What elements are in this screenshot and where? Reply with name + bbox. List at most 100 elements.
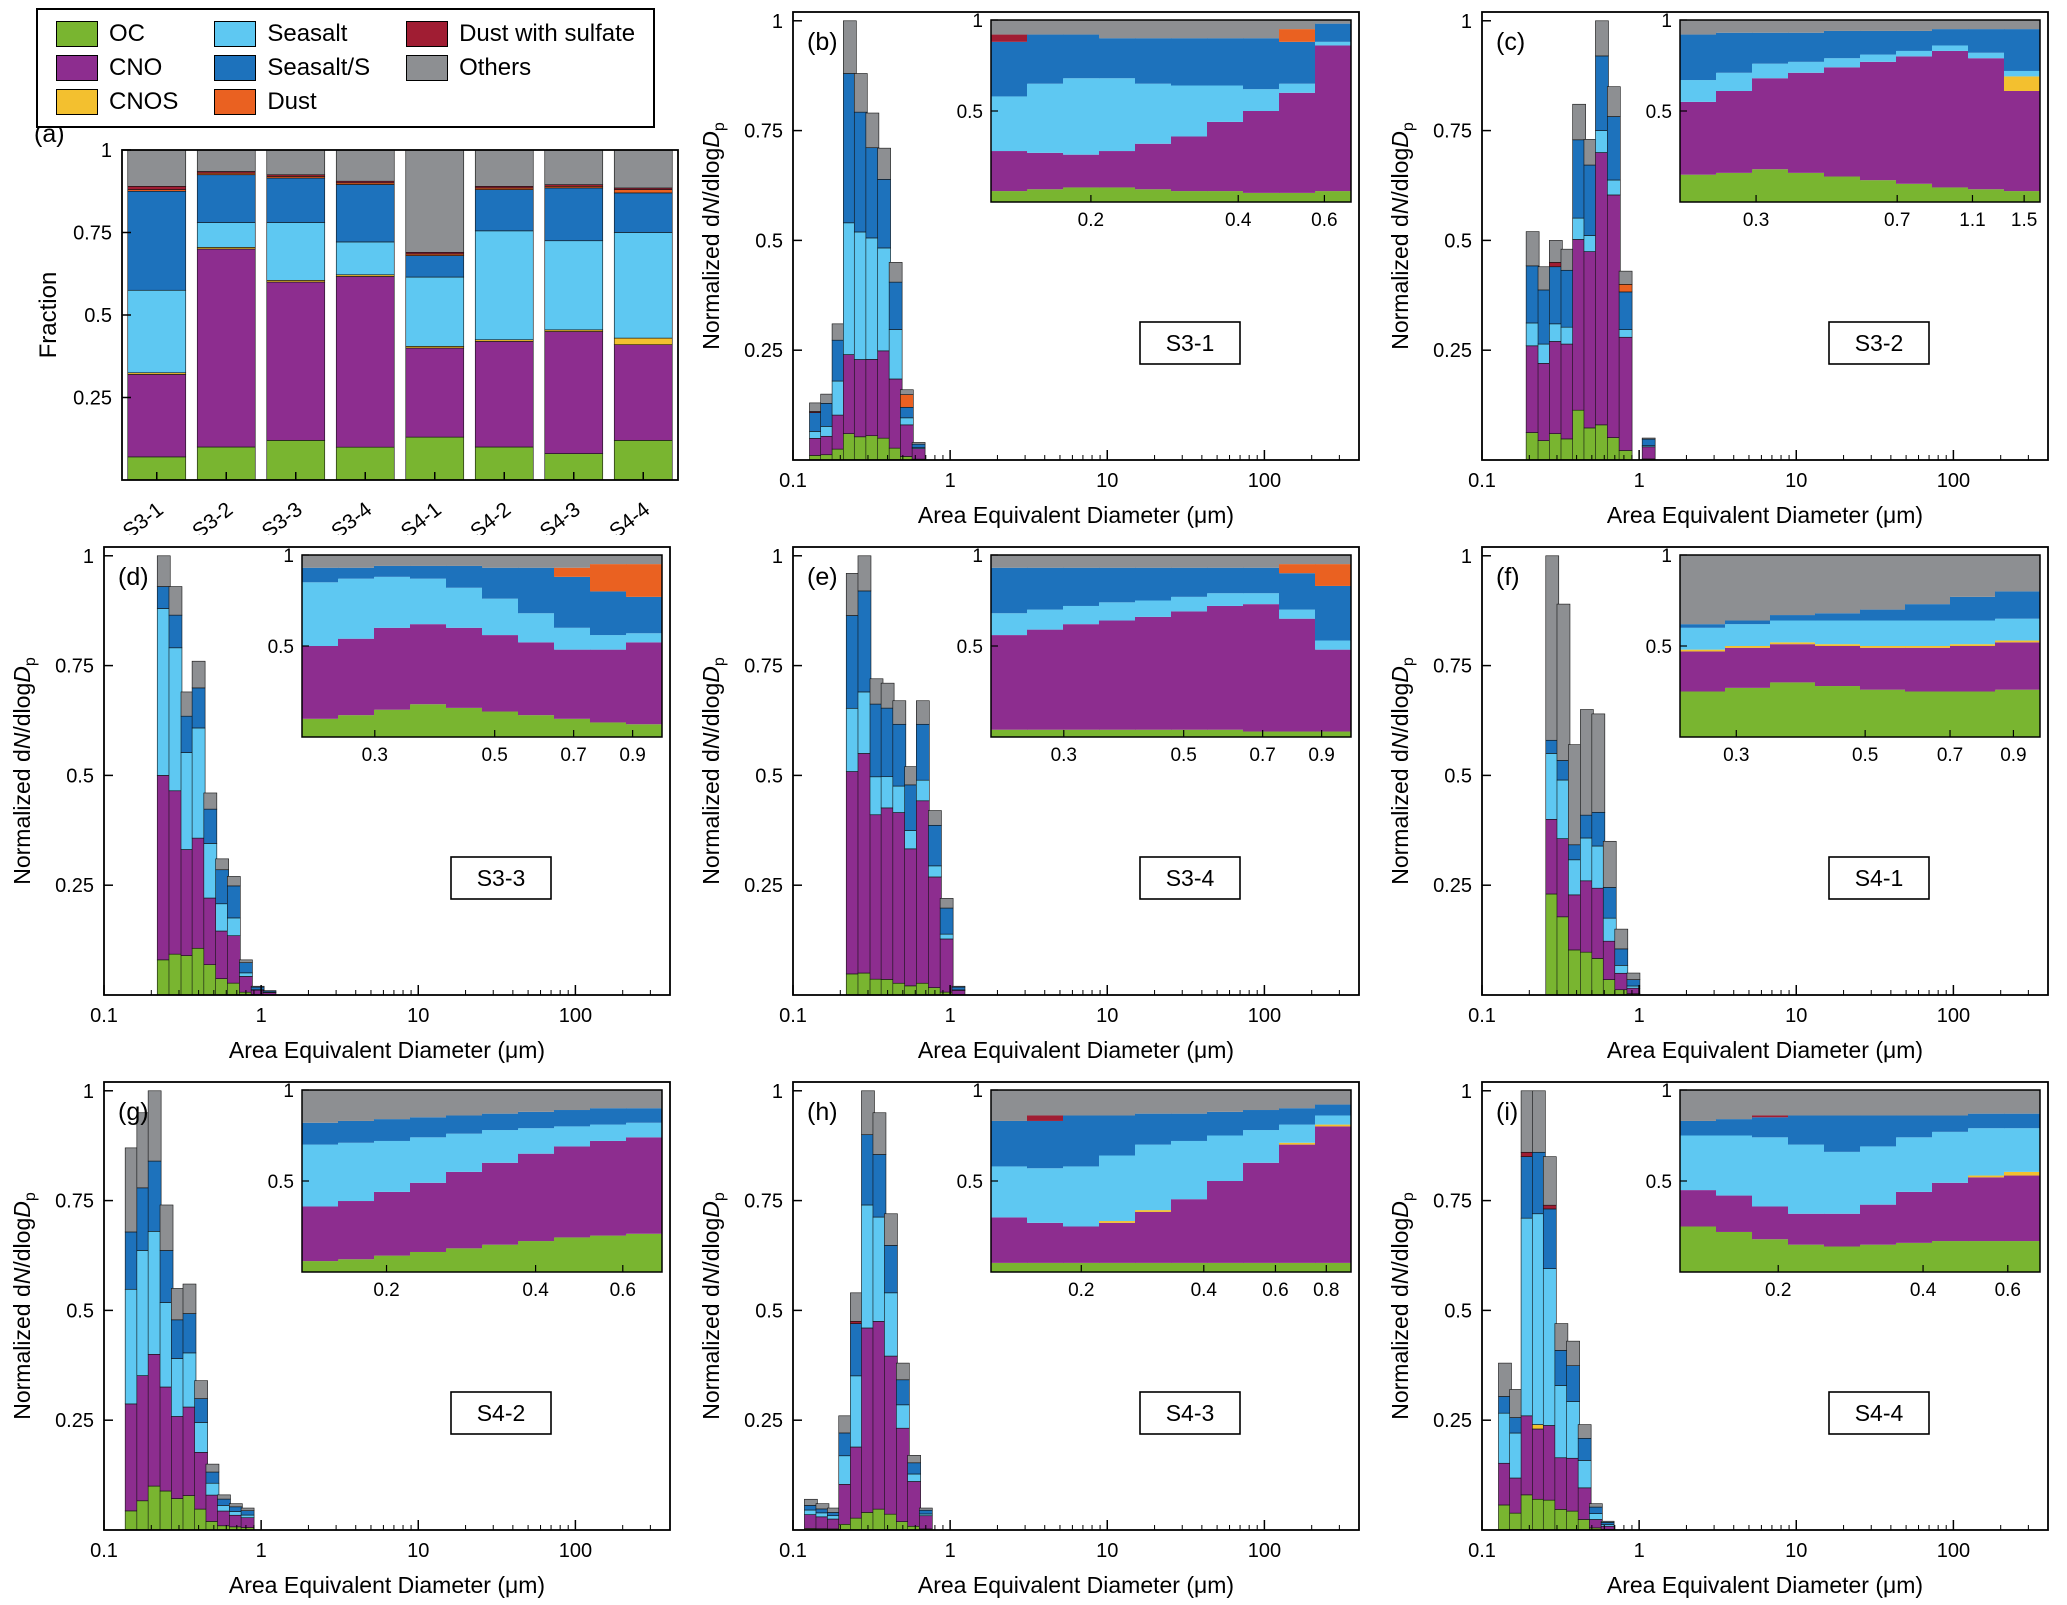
bar-segment [1614, 972, 1629, 991]
bar-segment [1549, 341, 1563, 434]
svg-text:0.5: 0.5 [957, 637, 983, 658]
inset-segment [1315, 1115, 1352, 1125]
inset-segment [991, 34, 1028, 42]
category-label: S4-2 [466, 498, 515, 535]
inset-segment [374, 565, 411, 577]
bar-segment [229, 1511, 243, 1516]
bar-segment [1566, 1457, 1580, 1512]
inset-segment [302, 1122, 339, 1145]
axes: 0.25 0.5 0.75 1 0.1 1 10 100 [1433, 546, 2049, 1027]
category-label: S3-2 [188, 498, 237, 535]
inset-segment [1135, 1144, 1172, 1211]
stacked-bars [1498, 1090, 1615, 1531]
svg-text:0.5: 0.5 [1170, 745, 1196, 766]
inset-segment [1716, 32, 1753, 73]
inset-segment [626, 633, 663, 643]
inset-segment [518, 555, 555, 568]
inset-segment [1896, 1115, 1933, 1138]
inset-segment [1243, 1130, 1280, 1163]
svg-text:100: 100 [559, 1540, 592, 1562]
inset-fraction-plot: 0.5 1 0.3 0.5 0.7 0.9 [1646, 546, 2041, 766]
inset-segment [1207, 1111, 1244, 1136]
svg-text:0.75: 0.75 [55, 656, 94, 678]
inset-segment [1135, 20, 1172, 39]
sample-label-box [1828, 856, 1930, 900]
inset-segment [991, 1166, 1028, 1218]
svg-text:0.1: 0.1 [90, 1540, 118, 1562]
inset-segment [1063, 1166, 1100, 1227]
svg-text:0.5: 0.5 [1646, 637, 1672, 658]
inset-segment [1815, 555, 1861, 614]
bar-segment [853, 436, 868, 461]
inset-segment [1063, 78, 1100, 155]
bar-segment [182, 1283, 197, 1314]
svg-text:0.7: 0.7 [560, 745, 586, 766]
inset-segment [338, 1120, 375, 1143]
inset-segment [446, 565, 483, 588]
svg-text:0.25: 0.25 [744, 340, 783, 362]
bar-segment [1580, 880, 1594, 953]
inset-segment [1860, 180, 1897, 202]
inset-segment [1279, 1262, 1316, 1272]
bar-segment [191, 687, 206, 729]
bar-segment [872, 1154, 887, 1218]
inset-segment [1680, 691, 1726, 737]
bar-segment [820, 403, 834, 427]
svg-text:1: 1 [283, 1081, 294, 1102]
bar-segment [853, 231, 868, 360]
bar-segment [613, 189, 673, 194]
svg-text:0.5: 0.5 [268, 637, 294, 658]
svg-text:1: 1 [1634, 1540, 1645, 1562]
svg-text:0.7: 0.7 [1249, 745, 1275, 766]
inset-segment [410, 555, 447, 566]
inset-segment [302, 646, 339, 719]
inset-segment [1135, 189, 1172, 202]
inset-segment [1680, 555, 1726, 625]
bar-segment [191, 727, 206, 839]
bar-segment [124, 1403, 139, 1512]
bar-segment [215, 903, 229, 932]
inset-segment [1995, 642, 2041, 690]
inset-segment [1027, 152, 1064, 190]
y-axis-label: Normalized dN/dlogDp [1387, 657, 1417, 885]
inset-segment [1896, 1191, 1933, 1243]
svg-text:1: 1 [1661, 11, 1672, 32]
panel-c: 0.25 0.5 0.75 1 0.1 1 10 100 (c) Normalized dN/dl… [1378, 0, 2067, 535]
bar-segment [613, 344, 673, 441]
svg-text:10: 10 [1096, 470, 1118, 492]
bar-segment [1572, 103, 1586, 141]
inset-segment [1027, 1262, 1064, 1272]
bar-segment [1614, 948, 1629, 966]
panel-letter: (f) [1496, 563, 1520, 591]
inset-segment [590, 1235, 627, 1272]
bar-segment [951, 990, 966, 996]
bar-segment [911, 448, 926, 460]
inset-segment [1968, 1090, 2005, 1114]
inset-segment [1279, 83, 1316, 93]
bar-segment [865, 147, 880, 239]
inset-segment [374, 1119, 411, 1141]
inset-segment [554, 1110, 591, 1127]
svg-text:1: 1 [1661, 546, 1672, 567]
inset-segment [1243, 38, 1280, 90]
inset-segment [1824, 1090, 1861, 1116]
bar-segment [1591, 811, 1606, 847]
inset-segment [410, 1137, 447, 1183]
svg-text:0.3: 0.3 [1723, 745, 1749, 766]
inset-segment [482, 711, 519, 737]
svg-text:0.1: 0.1 [1468, 470, 1496, 492]
inset-segment [1243, 192, 1280, 202]
inset-segment [482, 1244, 519, 1272]
stacked-bars [124, 1090, 255, 1531]
bar-segment [1618, 450, 1633, 461]
bar-segment [171, 1498, 185, 1531]
bar-segment [1583, 235, 1598, 252]
svg-text:0.75: 0.75 [73, 223, 112, 245]
bar-segment [884, 1355, 898, 1515]
category-label: S3-4 [327, 498, 376, 535]
sample-label: S3-4 [1166, 865, 1215, 891]
inset-segment [302, 1090, 339, 1123]
svg-text:0.5: 0.5 [1444, 1300, 1472, 1322]
inset-segment [590, 1090, 627, 1109]
inset-segment [338, 715, 375, 737]
